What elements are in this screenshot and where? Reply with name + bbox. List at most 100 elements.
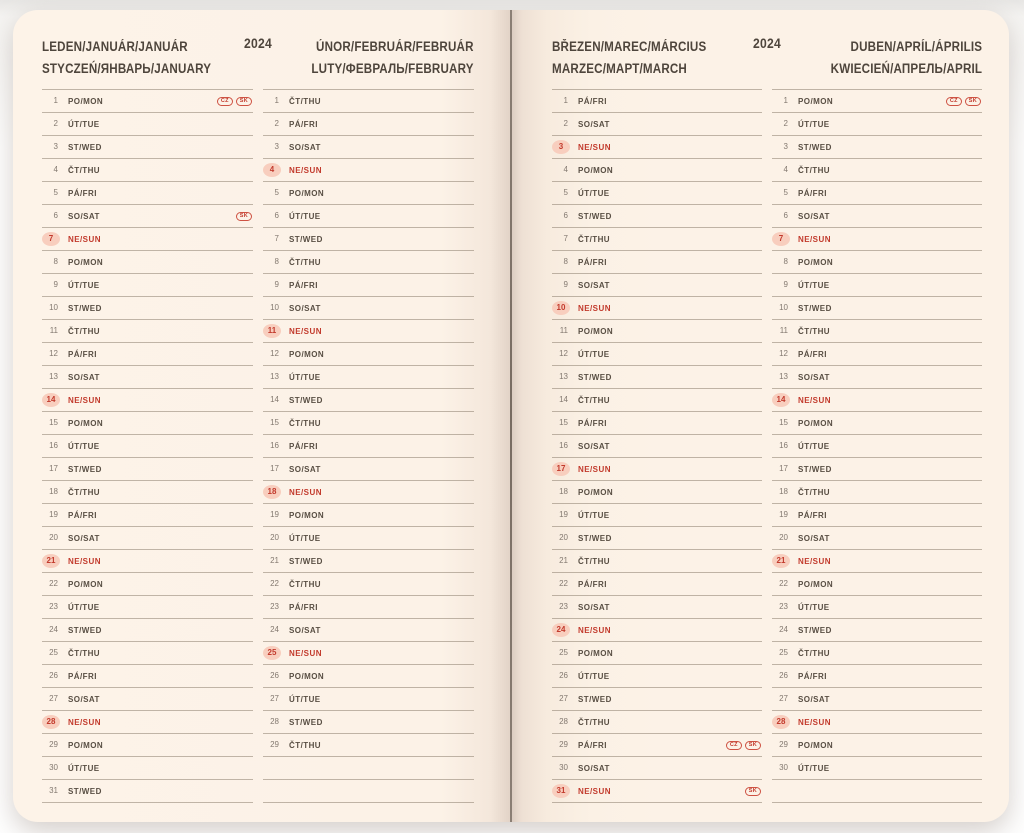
day-number: 14 — [559, 395, 568, 404]
day-row: 23 ÚT/TUE — [772, 596, 982, 619]
month-title-line1: LEDEN/JANUÁR/JANUÁR — [42, 39, 188, 54]
weekday-label: ST/WED — [578, 694, 612, 704]
weekday-label: NE/SUN — [68, 234, 101, 244]
day-number: 11 — [263, 324, 281, 338]
day-number: 19 — [559, 510, 568, 519]
day-row: 22 ČT/THU — [263, 573, 474, 596]
day-number: 10 — [270, 303, 279, 312]
day-row: 10 NE/SUN — [552, 297, 762, 320]
day-row: 14 NE/SUN — [772, 389, 982, 412]
month-title-january: LEDEN/JANUÁR/JANUÁR STYCZEŃ/ЯНВАРЬ/JANUA… — [42, 36, 211, 80]
day-number: 8 — [563, 257, 568, 266]
day-number — [263, 761, 281, 775]
day-row: 30 SO/SAT — [552, 757, 762, 780]
day-row: 29 ČT/THU — [263, 734, 474, 757]
day-number: 4 — [53, 165, 58, 174]
day-number: 13 — [270, 372, 279, 381]
weekday-label: ST/WED — [289, 717, 323, 727]
weekday-label: ÚT/TUE — [68, 119, 100, 129]
day-number: 22 — [779, 579, 788, 588]
weekday-label: ČT/THU — [578, 556, 611, 566]
day-number: 21 — [559, 556, 568, 565]
weekday-label: ÚT/TUE — [68, 280, 100, 290]
day-row: 21 NE/SUN — [42, 550, 253, 573]
weekday-label: PÁ/FRI — [289, 441, 318, 451]
day-number: 3 — [274, 142, 279, 151]
weekday-label: PO/MON — [289, 510, 325, 520]
weekday-label: NE/SUN — [578, 303, 611, 313]
day-row: 1 PO/MON CZ SK — [42, 90, 253, 113]
day-row: 26 PÁ/FRI — [772, 665, 982, 688]
weekday-label: PO/MON — [68, 579, 104, 589]
day-row: 8 PO/MON — [42, 251, 253, 274]
day-row: 14 ČT/THU — [552, 389, 762, 412]
weekday-label: ČT/THU — [289, 418, 322, 428]
day-number: 18 — [559, 487, 568, 496]
day-row: 25 PO/MON — [552, 642, 762, 665]
weekday-label: ÚT/TUE — [578, 188, 610, 198]
day-row: 2 PÁ/FRI — [263, 113, 474, 136]
day-row: 10 ST/WED — [42, 297, 253, 320]
day-number: 2 — [274, 119, 279, 128]
day-row: 21 ST/WED — [263, 550, 474, 573]
day-number: 24 — [552, 623, 570, 637]
day-row: 14 ST/WED — [263, 389, 474, 412]
weekday-label: PÁ/FRI — [578, 579, 607, 589]
day-row: 13 ST/WED — [552, 366, 762, 389]
day-row: 7 ČT/THU — [552, 228, 762, 251]
weekday-label: SO/SAT — [798, 211, 830, 221]
day-number: 29 — [779, 740, 788, 749]
day-row: 29 PÁ/FRI CZ SK — [552, 734, 762, 757]
holiday-badge-cz: CZ — [725, 740, 742, 750]
day-row: 23 ÚT/TUE — [42, 596, 253, 619]
day-row: 6 ST/WED — [552, 205, 762, 228]
day-row: 8 ČT/THU — [263, 251, 474, 274]
day-row: 1 PÁ/FRI — [552, 90, 762, 113]
day-number: 28 — [270, 717, 279, 726]
weekday-label: PÁ/FRI — [68, 349, 97, 359]
weekday-label: PO/MON — [68, 740, 104, 750]
weekday-label: NE/SUN — [798, 234, 831, 244]
day-number: 21 — [270, 556, 279, 565]
day-number: 9 — [563, 280, 568, 289]
weekday-label: ST/WED — [68, 625, 102, 635]
day-row: 12 ÚT/TUE — [552, 343, 762, 366]
day-row: 30 ÚT/TUE — [42, 757, 253, 780]
day-number: 5 — [783, 188, 788, 197]
weekday-label: PO/MON — [578, 648, 614, 658]
holiday-badges: CZ SK — [216, 96, 253, 106]
day-number: 12 — [559, 349, 568, 358]
day-row: 5 ÚT/TUE — [552, 182, 762, 205]
day-number: 6 — [563, 211, 568, 220]
day-number: 17 — [552, 462, 570, 476]
weekday-label: ÚT/TUE — [578, 671, 610, 681]
weekday-label: ČT/THU — [289, 579, 322, 589]
weekday-label: SO/SAT — [289, 464, 321, 474]
day-number: 31 — [49, 786, 58, 795]
day-row: 25 ČT/THU — [42, 642, 253, 665]
weekday-label: PO/MON — [289, 671, 325, 681]
day-row: 4 ČT/THU — [772, 159, 982, 182]
month-title-april: DUBEN/APRÍL/ÁPRILIS KWIECIEŃ/АПРЕЛЬ/APRI… — [830, 36, 982, 80]
weekday-label: NE/SUN — [289, 648, 322, 658]
weekday-label: NE/SUN — [578, 786, 611, 796]
day-row: 31 ST/WED — [42, 780, 253, 803]
day-number: 24 — [270, 625, 279, 634]
holiday-badge-sk: SK — [964, 96, 981, 106]
day-row: 26 PÁ/FRI — [42, 665, 253, 688]
weekday-label: ÚT/TUE — [798, 441, 830, 451]
weekday-label: PO/MON — [798, 418, 834, 428]
day-number: 15 — [270, 418, 279, 427]
day-row: 12 PO/MON — [263, 343, 474, 366]
day-row: 9 ÚT/TUE — [42, 274, 253, 297]
weekday-label: ST/WED — [578, 533, 612, 543]
holiday-badge-cz: CZ — [216, 96, 233, 106]
day-row: 26 ÚT/TUE — [552, 665, 762, 688]
day-row: 27 SO/SAT — [42, 688, 253, 711]
day-number: 20 — [559, 533, 568, 542]
day-number — [772, 784, 790, 798]
month-title-line1: BŘEZEN/MAREC/MÁRCIUS — [552, 39, 707, 54]
day-row: 13 SO/SAT — [772, 366, 982, 389]
day-number: 13 — [779, 372, 788, 381]
day-row: 1 PO/MON CZ SK — [772, 90, 982, 113]
